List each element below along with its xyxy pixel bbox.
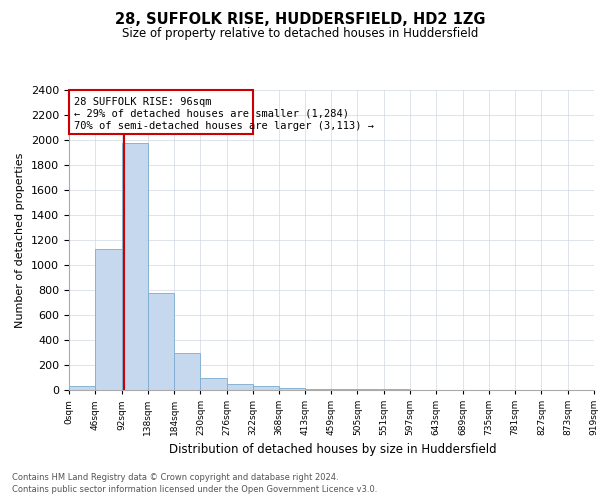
Bar xyxy=(200,378,227,390)
Text: 28 SUFFOLK RISE: 96sqm: 28 SUFFOLK RISE: 96sqm xyxy=(74,97,211,107)
Bar xyxy=(253,386,279,390)
Bar xyxy=(148,292,174,390)
Text: 70% of semi-detached houses are larger (3,113) →: 70% of semi-detached houses are larger (… xyxy=(74,121,374,131)
Bar xyxy=(174,352,200,390)
Text: 28, SUFFOLK RISE, HUDDERSFIELD, HD2 1ZG: 28, SUFFOLK RISE, HUDDERSFIELD, HD2 1ZG xyxy=(115,12,485,28)
Bar xyxy=(279,388,305,390)
Text: Contains public sector information licensed under the Open Government Licence v3: Contains public sector information licen… xyxy=(12,485,377,494)
Text: Size of property relative to detached houses in Huddersfield: Size of property relative to detached ho… xyxy=(122,28,478,40)
Bar xyxy=(331,389,358,390)
Bar xyxy=(95,248,122,390)
FancyBboxPatch shape xyxy=(69,90,253,134)
Bar xyxy=(227,384,253,390)
Bar xyxy=(305,389,331,390)
Text: Contains HM Land Registry data © Crown copyright and database right 2024.: Contains HM Land Registry data © Crown c… xyxy=(12,472,338,482)
Bar xyxy=(122,142,148,390)
Bar xyxy=(69,386,95,390)
Y-axis label: Number of detached properties: Number of detached properties xyxy=(16,152,25,328)
Text: ← 29% of detached houses are smaller (1,284): ← 29% of detached houses are smaller (1,… xyxy=(74,109,349,118)
Text: Distribution of detached houses by size in Huddersfield: Distribution of detached houses by size … xyxy=(169,442,497,456)
